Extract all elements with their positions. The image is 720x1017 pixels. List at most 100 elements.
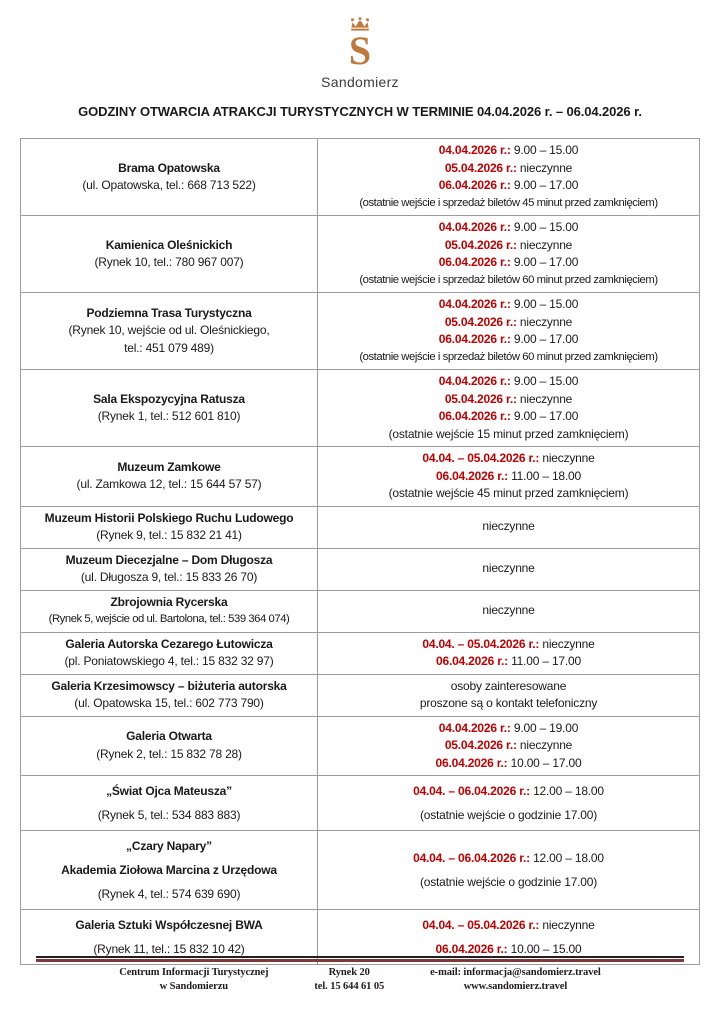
hours-line: 06.04.2026 r.: 9.00 – 17.00 — [439, 408, 579, 426]
hours-line: 05.04.2026 r.: nieczynne — [444, 160, 573, 178]
hours-value: (ostatnie wejście i sprzedaż biletów 60 … — [359, 350, 658, 363]
table-row: Zbrojownia Rycerska (Rynek 5, wejście od … — [21, 590, 699, 633]
hours-value: nieczynne — [482, 561, 535, 576]
attraction-cell: Muzeum Diecezjalne – Dom Długosza (ul. Dł… — [21, 548, 318, 590]
hours-cell: nieczynne — [318, 507, 699, 548]
footer-contact: e-mail: informacja@sandomierz.travel www… — [430, 966, 601, 993]
hours-value: nieczynne — [542, 451, 595, 465]
table-row: Galeria Otwarta (Rynek 2, tel.: 15 832 78… — [21, 716, 699, 776]
hours-line: (ostatnie wejście o godzinie 17.00) — [420, 870, 597, 894]
date-label: 04.04. – 05.04.2026 r.: — [422, 918, 540, 932]
hours-cell: 04.04. – 05.04.2026 r.: nieczynne 06.04.2… — [318, 910, 699, 964]
hours-value: 9.00 – 15.00 — [513, 374, 579, 388]
attraction-name: Muzeum Diecezjalne – Dom Długosza — [65, 552, 273, 567]
table-row: Muzeum Zamkowe (ul. Zamkowa 12, tel.: 15 … — [21, 447, 699, 507]
hours-cell: 04.04.2026 r.: 9.00 – 15.00 05.04.2026 r.… — [318, 216, 699, 292]
hours-line: 06.04.2026 r.: 11.00 – 17.00 — [436, 653, 581, 671]
table-row: Galeria Krzesimowscy – biżuteria autorsk… — [21, 674, 699, 717]
attraction-cell: Kamienica Oleśnickich (Rynek 10, tel.: 78… — [21, 216, 318, 292]
hours-value: 9.00 – 17.00 — [513, 332, 579, 346]
table-row: Galeria Autorska Cezarego Łutowicza (pl. … — [21, 632, 699, 675]
hours-value: (ostatnie wejście 15 minut przed zamknię… — [388, 426, 629, 441]
attraction-name: Sala Ekspozycyjna Ratusza — [93, 391, 245, 406]
hours-line: (ostatnie wejście i sprzedaż biletów 60 … — [359, 272, 658, 290]
attraction-detail: (Rynek 5, wejście od ul. Bartolona, tel.… — [48, 613, 290, 625]
date-label: 06.04.2026 r.: — [438, 178, 511, 192]
hours-line: 04.04. – 05.04.2026 r.: nieczynne — [422, 450, 594, 468]
attraction-name: Galeria Krzesimowscy – biżuteria autorsk… — [51, 678, 287, 693]
footer-email: e-mail: informacja@sandomierz.travel — [430, 967, 601, 978]
logo-letter: S — [348, 28, 372, 73]
hours-line: nieczynne — [482, 602, 534, 620]
attraction-name: Zbrojownia Rycerska — [110, 594, 228, 609]
footer-address: Rynek 20 tel. 15 644 61 05 — [314, 966, 384, 993]
attraction-name: Galeria Sztuki Współczesnej BWA — [75, 918, 263, 932]
attraction-name: Brama Opatowska — [118, 160, 220, 175]
hours-cell: 04.04. – 05.04.2026 r.: nieczynne 06.04.2… — [318, 447, 699, 506]
attraction-cell: Brama Opatowska (ul. Opatowska, tel.: 668… — [21, 139, 318, 215]
hours-line: 04.04. – 05.04.2026 r.: nieczynne — [422, 913, 594, 937]
attraction-detail: (Rynek 9, tel.: 15 832 21 41) — [96, 528, 242, 542]
hours-value: nieczynne — [519, 237, 573, 252]
hours-line: 06.04.2026 r.: 10.00 – 15.00 — [436, 937, 582, 961]
date-label: 04.04.2026 r.: — [438, 374, 511, 388]
hours-line: 05.04.2026 r.: nieczynne — [444, 237, 573, 255]
hours-cell: 04.04. – 05.04.2026 r.: nieczynne 06.04.2… — [318, 633, 699, 674]
hours-value: nieczynne — [542, 918, 595, 932]
attraction-detail: (ul. Długosza 9, tel.: 15 833 26 70) — [80, 570, 258, 584]
hours-value: (ostatnie wejście o godzinie 17.00) — [419, 875, 598, 889]
footer-rule — [36, 956, 684, 962]
hours-line: 05.04.2026 r.: nieczynne — [445, 737, 573, 755]
hours-value: nieczynne — [482, 603, 535, 618]
footer-organization: Centrum Informacji Turystycznej w Sandom… — [119, 966, 268, 993]
attraction-detail: (pl. Poniatowskiego 4, tel.: 15 832 32 9… — [64, 654, 274, 668]
hours-value: nieczynne — [542, 636, 595, 651]
hours-line: 04.04. – 05.04.2026 r.: nieczynne — [422, 636, 594, 654]
attraction-detail: (Rynek 5, tel.: 534 883 883) — [97, 808, 241, 822]
hours-value: nieczynne — [519, 160, 573, 175]
hours-line: 04.04.2026 r.: 9.00 – 15.00 — [438, 296, 579, 314]
attraction-detail: (Rynek 1, tel.: 512 601 810) — [97, 409, 241, 423]
date-label: 06.04.2026 r.: — [438, 255, 511, 269]
hours-line: 06.04.2026 r.: 9.00 – 17.00 — [438, 254, 579, 272]
hours-line: (ostatnie wejście i sprzedaż biletów 45 … — [359, 195, 658, 213]
attraction-cell: Galeria Otwarta (Rynek 2, tel.: 15 832 78… — [21, 716, 318, 775]
date-label: 04.04.2026 r.: — [438, 297, 511, 311]
attraction-detail: (Rynek 10, tel.: 780 967 007) — [94, 255, 244, 269]
hours-value: 9.00 – 15.00 — [513, 297, 579, 311]
hours-value: proszone są o kontakt telefoniczny — [419, 696, 598, 710]
table-row: Podziemna Trasa Turystyczna (Rynek 10, we… — [21, 293, 699, 370]
hours-value: nieczynne — [519, 314, 573, 329]
page-title: GODZINY OTWARCIA ATRAKCJI TURYSTYCZNYCH … — [78, 104, 642, 119]
attraction-cell: Galeria Krzesimowscy – biżuteria autorsk… — [21, 674, 318, 716]
hours-line: 06.04.2026 r.: 9.00 – 17.00 — [438, 177, 579, 195]
document-page: S Sandomierz GODZINY OTWARCIA ATRAKCJI T… — [0, 0, 720, 992]
hours-line: 06.04.2026 r.: 10.00 – 17.00 — [436, 755, 582, 773]
attraction-name: Galeria Otwarta — [126, 729, 212, 744]
hours-line: osoby zainteresowane — [451, 678, 567, 696]
hours-line: nieczynne — [482, 518, 534, 536]
logo-caption: Sandomierz — [321, 74, 399, 90]
date-label: 04.04.2026 r.: — [438, 220, 511, 234]
hours-line: (ostatnie wejście 45 minut przed zamknię… — [389, 485, 629, 503]
date-label: 05.04.2026 r.: — [444, 237, 517, 252]
hours-line: proszone są o kontakt telefoniczny — [419, 695, 598, 713]
date-label: 06.04.2026 r.: — [436, 654, 508, 668]
date-label: 04.04. – 06.04.2026 r.: — [413, 784, 530, 798]
attraction-name: Muzeum Zamkowe — [117, 459, 221, 474]
hours-line: 06.04.2026 r.: 11.00 – 18.00 — [436, 468, 581, 486]
footer-columns: Centrum Informacji Turystycznej w Sandom… — [36, 966, 684, 993]
attraction-name: Muzeum Historii Polskiego Ruchu Ludowego — [44, 510, 294, 525]
attraction-name: „Czary Napary” — [126, 839, 212, 853]
date-label: 05.04.2026 r.: — [444, 160, 517, 175]
attraction-detail: (ul. Zamkowa 12, tel.: 15 644 57 57) — [76, 477, 262, 492]
attraction-detail: (Rynek 10, wejście od ul. Oleśnickiego, — [68, 323, 270, 338]
attraction-name: „Świat Ojca Mateusza” — [106, 784, 232, 798]
table-row: Brama Opatowska (ul. Opatowska, tel.: 668… — [21, 139, 699, 216]
table-row: Muzeum Historii Polskiego Ruchu Ludowego… — [21, 506, 699, 549]
footer-org-line2: w Sandomierzu — [159, 980, 229, 992]
hours-line: 06.04.2026 r.: 9.00 – 17.00 — [439, 331, 579, 349]
table-row: Kamienica Oleśnickich (Rynek 10, tel.: 78… — [21, 216, 699, 293]
hours-value: 11.00 – 18.00 — [511, 468, 581, 483]
hours-value: (ostatnie wejście o godzinie 17.00) — [419, 808, 598, 822]
